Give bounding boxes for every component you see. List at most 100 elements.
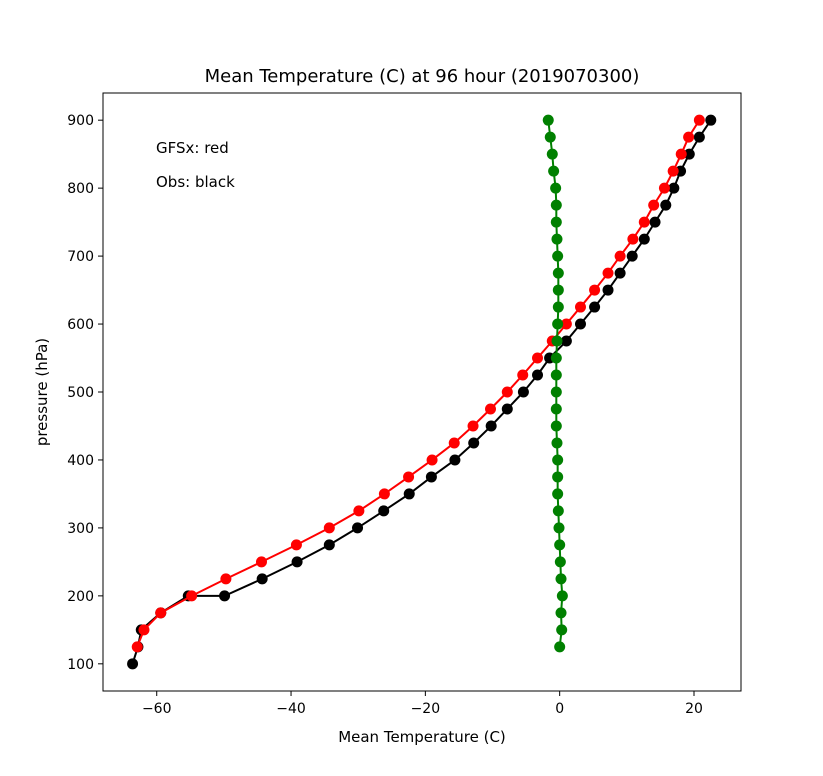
- data-point: [532, 352, 544, 364]
- data-point: [614, 250, 626, 262]
- data-point: [255, 556, 267, 568]
- y-tick-label: 300: [67, 521, 94, 537]
- data-point: [552, 471, 564, 483]
- data-point: [256, 573, 268, 585]
- data-point: [683, 148, 695, 160]
- x-tick-label: −60: [142, 701, 172, 717]
- data-point: [501, 386, 513, 398]
- data-point: [560, 318, 572, 330]
- data-point: [448, 437, 460, 449]
- data-point: [660, 199, 672, 211]
- data-point: [638, 233, 650, 245]
- y-tick-label: 900: [67, 113, 94, 129]
- data-point: [517, 386, 529, 398]
- data-point: [403, 471, 415, 483]
- data-point: [705, 114, 717, 126]
- data-point: [548, 165, 560, 177]
- data-point: [614, 267, 626, 279]
- data-point: [551, 335, 563, 347]
- data-point: [552, 454, 564, 466]
- data-point: [131, 641, 143, 653]
- y-tick-label: 700: [67, 249, 94, 265]
- data-point: [219, 590, 231, 602]
- data-point: [683, 131, 695, 143]
- data-point: [550, 386, 562, 398]
- data-point: [551, 437, 563, 449]
- data-point: [649, 216, 661, 228]
- y-tick-label: 800: [67, 181, 94, 197]
- data-point: [544, 131, 556, 143]
- data-point: [648, 199, 660, 211]
- series-line: [547, 120, 564, 647]
- data-point: [467, 420, 479, 432]
- data-point: [550, 420, 562, 432]
- legend-annotation-model: GFSx: red: [156, 139, 229, 157]
- data-point: [138, 624, 150, 636]
- data-point: [403, 488, 415, 500]
- data-point: [552, 488, 564, 500]
- data-point: [602, 284, 614, 296]
- x-tick-label: 0: [555, 701, 564, 717]
- data-point: [552, 250, 564, 262]
- data-point: [551, 233, 563, 245]
- y-tick-label: 200: [67, 589, 94, 605]
- data-point: [552, 267, 564, 279]
- data-point: [485, 403, 497, 415]
- data-point: [501, 403, 513, 415]
- data-point: [693, 114, 705, 126]
- plot-area: [127, 114, 717, 670]
- data-point: [555, 607, 567, 619]
- data-point: [378, 488, 390, 500]
- data-point: [186, 590, 198, 602]
- data-point: [574, 301, 586, 313]
- data-point: [589, 301, 601, 313]
- data-point: [323, 539, 335, 551]
- series-model: [131, 114, 705, 653]
- series-obs: [127, 114, 717, 670]
- y-axis: 100 200 300 400 500 600 700 800 900: [67, 113, 103, 673]
- data-point: [323, 522, 335, 534]
- data-point: [550, 369, 562, 381]
- data-point: [556, 590, 568, 602]
- series-line: [136, 119, 701, 648]
- data-point: [546, 148, 558, 160]
- data-point: [485, 420, 497, 432]
- data-point: [291, 556, 303, 568]
- data-point: [542, 114, 554, 126]
- data-point: [426, 454, 438, 466]
- data-point: [553, 522, 565, 534]
- data-point: [550, 182, 562, 194]
- data-point: [378, 505, 390, 517]
- y-axis-label: pressure (hPa): [33, 338, 51, 446]
- data-point: [517, 369, 529, 381]
- data-point: [155, 607, 167, 619]
- x-tick-label: −40: [276, 701, 306, 717]
- data-point: [352, 522, 364, 534]
- data-point: [554, 556, 566, 568]
- data-point: [668, 182, 680, 194]
- data-point: [554, 641, 566, 653]
- data-point: [589, 284, 601, 296]
- data-point: [574, 318, 586, 330]
- data-point: [667, 165, 679, 177]
- y-tick-label: 500: [67, 385, 94, 401]
- data-point: [468, 437, 480, 449]
- data-point: [556, 624, 568, 636]
- series-line: [131, 119, 712, 665]
- data-point: [626, 250, 638, 262]
- data-point: [290, 539, 302, 551]
- data-point: [449, 454, 461, 466]
- data-point: [554, 539, 566, 551]
- data-point: [127, 658, 139, 670]
- data-point: [658, 182, 670, 194]
- data-point: [550, 216, 562, 228]
- data-point: [560, 335, 572, 347]
- chart-title: Mean Temperature (C) at 96 hour (2019070…: [205, 66, 640, 87]
- data-point: [353, 505, 365, 517]
- data-point: [693, 131, 705, 143]
- data-point: [552, 301, 564, 313]
- data-point: [552, 318, 564, 330]
- data-point: [555, 573, 567, 585]
- data-point: [550, 403, 562, 415]
